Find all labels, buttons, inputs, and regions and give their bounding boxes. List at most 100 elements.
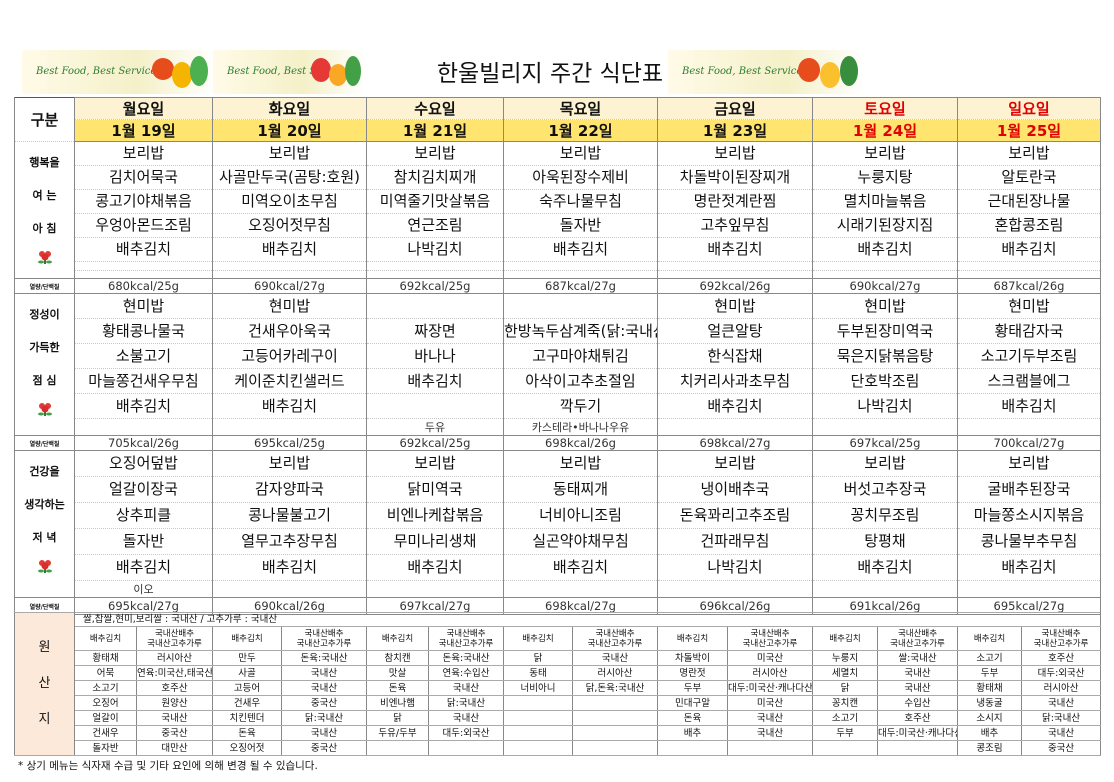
origin-ingredient: 만두 xyxy=(212,650,282,666)
menu-item: 보리밥 xyxy=(503,450,658,477)
day-name: 토요일 xyxy=(812,97,958,120)
menu-item: 보리밥 xyxy=(812,450,958,477)
kcal-label: 열량/단백질 xyxy=(14,435,75,451)
extra-item xyxy=(212,270,367,279)
origin-country: 호주산 xyxy=(877,710,958,726)
menu-item xyxy=(366,293,504,319)
origin-ingredient: 건새우 xyxy=(212,695,282,711)
day-name: 금요일 xyxy=(657,97,813,120)
origin-country: 국내산 xyxy=(1020,725,1102,741)
table-row: 건강을 생각하는 저 녁 오징어덮밥 보리밥 보리밥 보리밥 보리밥 보리밥 보리밥 xyxy=(14,450,1101,598)
kcal-protein: 692kcal/25g xyxy=(366,435,504,451)
origin-country: 국내산배추 국내산고추가루 xyxy=(1020,626,1102,651)
meal-label: 건강을 생각하는 저 녁 xyxy=(14,450,75,598)
menu-item: 돌자반 xyxy=(503,213,658,238)
menu-item: 얼큰알탕 xyxy=(657,318,813,344)
origin-country: 국내산배추 국내산고추가루 xyxy=(428,626,504,651)
menu-item: 배추김치 xyxy=(212,554,367,581)
meal-label-line: 저 녁 xyxy=(32,531,57,544)
menu-item: 미역줄기맛살볶음 xyxy=(366,189,504,214)
origin-country: 국내산배추 국내산고추가루 xyxy=(572,626,658,651)
table-row: 원 산 지 쌀,찹쌀,현미,보리쌀 : 국내산 / 고추가루 : 국내산 xyxy=(14,612,1102,756)
origin-ingredient: 맛살 xyxy=(366,665,429,681)
extra-item: 두유 xyxy=(366,418,504,436)
origin-country: 연육:미국산,태국산 xyxy=(136,665,213,681)
origin-country: 국내산 xyxy=(1020,695,1102,711)
origin-ingredient: 세멸치 xyxy=(812,665,878,681)
origin-ingredient: 명란젓 xyxy=(657,665,728,681)
day-name: 목요일 xyxy=(503,97,658,120)
menu-item: 배추김치 xyxy=(812,237,958,262)
menu-item: 아욱된장수제비 xyxy=(503,165,658,190)
menu-item: 건파래무침 xyxy=(657,528,813,555)
origin-ingredient xyxy=(366,740,429,756)
origin-ingredient: 꽁치캔 xyxy=(812,695,878,711)
menu-item: 배추김치 xyxy=(657,393,813,419)
meal-label-line: 아 침 xyxy=(32,222,57,235)
banner: Best Food, Best Service xyxy=(668,50,865,94)
origin-country: 중국산 xyxy=(136,725,213,741)
menu-item: 보리밥 xyxy=(74,141,213,166)
menu-item: 콩나물부추무침 xyxy=(957,528,1101,555)
menu-item: 돌자반 xyxy=(74,528,213,555)
meal-label-line: 행복을 xyxy=(29,156,60,169)
origin-country: 러시아산 xyxy=(1020,680,1102,696)
table-row: 1월 19일 1월 20일 1월 21일 1월 22일 1월 23일 1월 24일 1월 2… xyxy=(15,119,1101,142)
table-row: 소고기 호주산 고등어 국내산 돈육 국내산 너비아니 닭,돈육:국내산 두부 대두:미국산·캐나… xyxy=(15,680,1102,696)
origin-ingredient: 오징어 xyxy=(74,695,137,711)
origin-ingredient: 배추김치 xyxy=(503,626,573,651)
table-row: 열량/단백질 695kcal/27g 690kcal/26g 697kcal/27g 6… xyxy=(14,597,1101,615)
extra-item xyxy=(657,270,813,279)
menu-item: 단호박조림 xyxy=(812,368,958,394)
table-row: 배추김치 배추김치 배추김치 배추김치 나박김치 배추김치 배추김치 xyxy=(15,554,1101,581)
table-row: 황태채 러시아산 만두 돈육:국내산 참치캔 돈육:국내산 닭 국내산 차돌박이 미국산 누룽지 쌀:… xyxy=(15,650,1102,666)
menu-item: 황태콩나물국 xyxy=(74,318,213,344)
menu-item: 마늘쫑건새우무침 xyxy=(74,368,213,394)
origin-ingredient xyxy=(503,710,573,726)
menu-item: 한식잡채 xyxy=(657,343,813,369)
menu-item: 아삭이고추초절임 xyxy=(503,368,658,394)
table-row: 돌자반 열무고추장무침 무미나리생채 실곤약야채무침 건파래무침 탕평채 콩나물부추무침 xyxy=(15,528,1101,555)
extra-item xyxy=(366,261,504,271)
menu-item: 배추김치 xyxy=(657,237,813,262)
origin-country: 닭:국내산 xyxy=(1020,710,1102,726)
menu-item: 배추김치 xyxy=(366,368,504,394)
origin-country: 중국산 xyxy=(281,740,367,756)
meal-label: 정성이 가득한 점 심 xyxy=(14,293,75,436)
kcal-protein: 705kcal/26g xyxy=(74,435,213,451)
menu-item: 배추김치 xyxy=(957,393,1101,419)
origin-ingredient: 돈육 xyxy=(657,710,728,726)
menu-item: 탕평채 xyxy=(812,528,958,555)
day-name: 화요일 xyxy=(212,97,367,120)
menu-item: 깍두기 xyxy=(503,393,658,419)
menu-item: 배추김치 xyxy=(957,237,1101,262)
table-row: 얼갈이 국내산 치킨텐더 닭:국내산 닭 국내산 돈육 국내산 소고기 호주산 소시지 닭:국내산 xyxy=(15,710,1102,726)
origin-ingredient xyxy=(503,695,573,711)
table-row: 오징어 원양산 건새우 중국산 비엔나햄 닭:국내산 민대구알 미국산 꽁치캔 수입산 냉동굴 국내산 xyxy=(15,695,1102,711)
origin-label-char: 지 xyxy=(38,712,51,727)
menu-item: 연근조림 xyxy=(366,213,504,238)
kcal-protein: 696kcal/26g xyxy=(657,597,813,615)
banner-text: Best Food, Best Service xyxy=(682,66,803,77)
origin-ingredient: 참치캔 xyxy=(366,650,429,666)
extra-item xyxy=(812,270,958,279)
kcal-label: 열량/단백질 xyxy=(14,278,75,294)
extra-item xyxy=(812,418,958,436)
menu-item: 오징어덮밥 xyxy=(74,450,213,477)
meal-label-line: 점 심 xyxy=(32,374,57,387)
origin-country xyxy=(727,740,813,756)
extra-item xyxy=(812,261,958,271)
banner-text: Best Food, Best Service xyxy=(227,66,348,77)
origin-country: 대두:외국산 xyxy=(428,725,504,741)
menu-item: 보리밥 xyxy=(366,450,504,477)
day-date: 1월 19일 xyxy=(74,119,213,142)
origin-label-char: 원 xyxy=(38,640,51,655)
extra-item xyxy=(366,270,504,279)
extra-item xyxy=(957,418,1101,436)
menu-item: 사골만두국(곰탕:호원) xyxy=(212,165,367,190)
origin-ingredient: 배추김치 xyxy=(657,626,728,651)
origin-country: 국내산 xyxy=(428,710,504,726)
origin-country: 러시아산 xyxy=(136,650,213,666)
origin-note: 쌀,찹쌀,현미,보리쌀 : 국내산 / 고추가루 : 국내산 xyxy=(73,612,1102,627)
origin-ingredient: 누룽지 xyxy=(812,650,878,666)
